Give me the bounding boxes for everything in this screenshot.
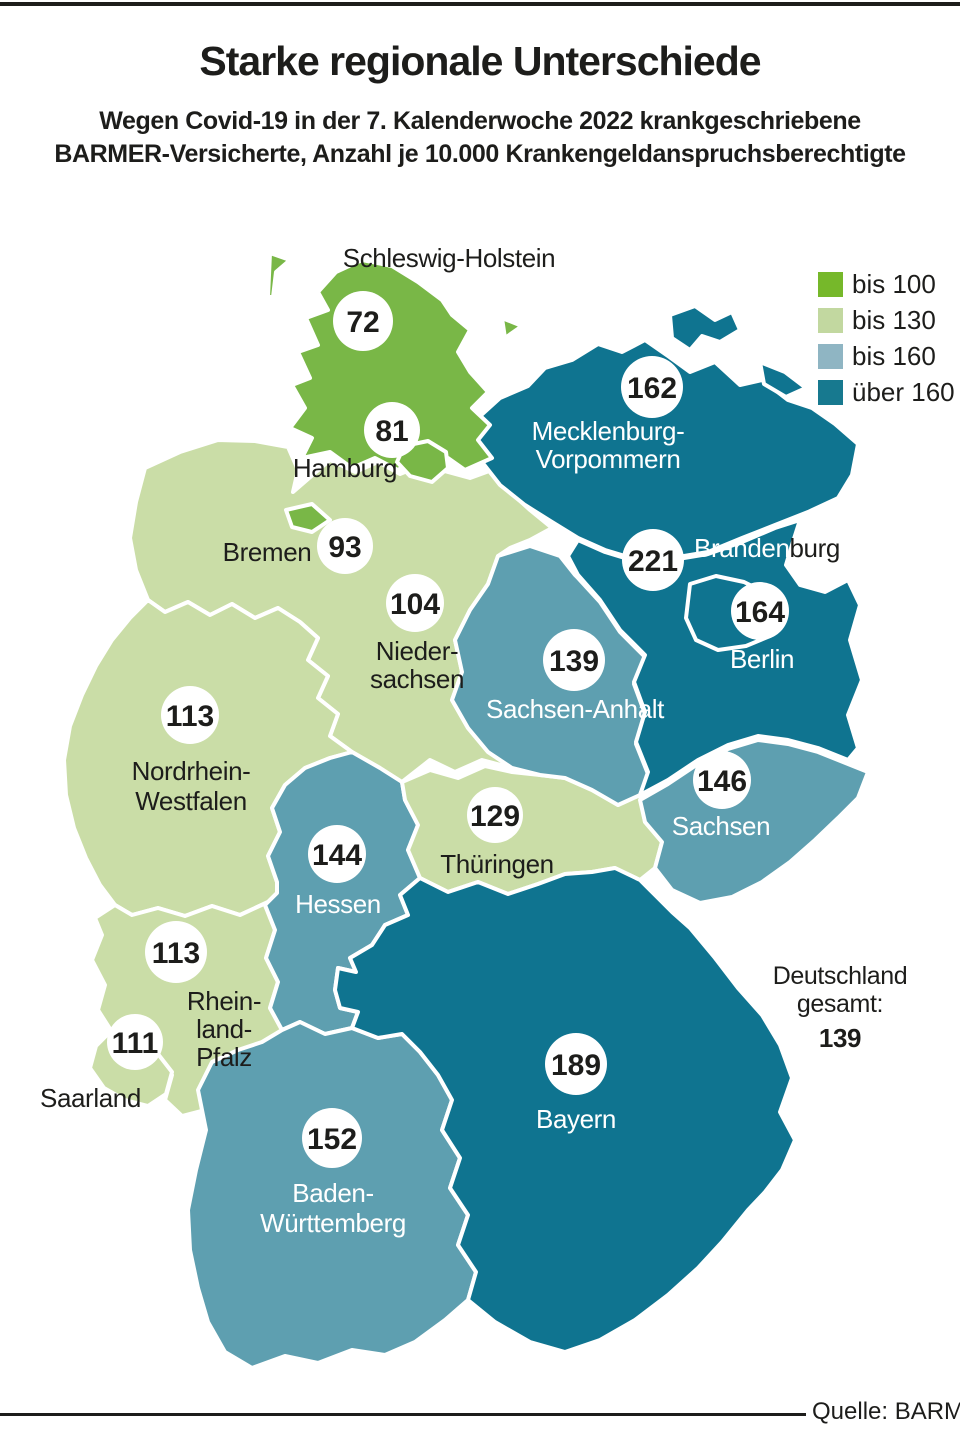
label-brandenburg-part2: burg <box>790 533 840 563</box>
subtitle-line-1: Wegen Covid-19 in der 7. Kalenderwoche 2… <box>99 107 861 136</box>
germany-total-line2: gesamt: <box>796 990 884 1018</box>
value-circle-sachsen-anhalt <box>543 629 605 691</box>
germany-total: Deutschland gesamt: 139 <box>755 962 925 1052</box>
legend: bis 100 bis 130 bis 160 über 160 <box>818 269 955 407</box>
label-mecklenburg-vorpommern-1: Mecklenburg- <box>532 416 685 446</box>
value-saarland: 111 <box>112 1027 159 1060</box>
legend-swatch-bis-160 <box>818 344 843 369</box>
source-rule <box>0 1413 806 1416</box>
value-circle-saarland <box>107 1014 163 1070</box>
value-circle-sachsen <box>693 751 751 809</box>
legend-swatch-ueber-160 <box>818 380 843 405</box>
value-circle-berlin <box>731 582 789 640</box>
page-title: Starke regionale Unterschiede <box>199 38 761 84</box>
label-rheinland-pfalz-2: land- <box>196 1014 252 1044</box>
label-berlin: Berlin <box>730 644 794 674</box>
label-mecklenburg-vorpommern-2: Vorpommern <box>536 444 681 474</box>
label-hessen: Hessen <box>295 889 381 919</box>
legend-swatch-bis-100 <box>818 272 843 297</box>
subtitle-line-2: BARMER-Versicherte, Anzahl je 10.000 Kra… <box>54 140 906 169</box>
value-schleswig-holstein: 72 <box>346 306 379 339</box>
state-shape-mecklenburg-vorpommern <box>466 338 860 562</box>
legend-swatch-bis-130 <box>818 308 843 333</box>
label-rheinland-pfalz-1: Rhein- <box>187 986 261 1016</box>
germany-total-line1: Deutschland <box>772 962 908 990</box>
value-circle-brandenburg <box>622 529 684 591</box>
value-circle-hamburg <box>364 402 420 458</box>
subtitle: Wegen Covid-19 in der 7. Kalenderwoche 2… <box>0 105 960 171</box>
value-sachsen: 146 <box>697 765 747 798</box>
value-circles <box>107 291 789 1168</box>
island-ruegen <box>668 304 742 352</box>
state-shape-bayern <box>333 866 797 1354</box>
top-rule <box>0 2 960 6</box>
label-brandenburg-part1: Branden <box>694 533 790 563</box>
label-thueringen: Thüringen <box>440 849 553 879</box>
legend-label-bis-160: bis 160 <box>852 341 936 371</box>
value-circle-baden-wuerttemberg <box>302 1108 362 1168</box>
label-sachsen: Sachsen <box>672 811 770 841</box>
legend-label-ueber-160: über 160 <box>852 377 955 407</box>
island-nordfriesland <box>266 251 292 299</box>
label-schleswig-holstein: Schleswig-Holstein <box>343 243 555 273</box>
label-nordrhein-westfalen-1: Nordrhein- <box>132 756 251 786</box>
value-numbers: 72 81 93 162 221 164 104 139 113 146 129… <box>112 306 786 1156</box>
value-baden-wuerttemberg: 152 <box>307 1123 357 1156</box>
value-mecklenburg-vorpommern: 162 <box>627 372 677 405</box>
island-usedom <box>758 360 808 399</box>
label-hamburg: Hamburg <box>293 453 397 483</box>
value-bremen: 93 <box>328 531 361 564</box>
value-circle-bayern <box>545 1033 607 1095</box>
label-bremen: Bremen <box>223 537 312 567</box>
island-fehmarn <box>500 316 524 340</box>
value-hamburg: 81 <box>375 415 408 448</box>
state-shape-bremen <box>284 502 332 534</box>
legend-label-bis-130: bis 130 <box>852 305 936 335</box>
value-bayern: 189 <box>551 1049 601 1082</box>
value-niedersachsen: 104 <box>390 588 440 621</box>
value-sachsen-anhalt: 139 <box>549 645 599 678</box>
header: Starke regionale Unterschiede Wegen Covi… <box>0 38 960 171</box>
value-circle-niedersachsen <box>386 574 444 632</box>
value-hessen: 144 <box>312 839 362 872</box>
value-brandenburg: 221 <box>628 545 678 578</box>
label-saarland: Saarland <box>40 1083 141 1113</box>
value-berlin: 164 <box>735 596 785 629</box>
value-circle-schleswig-holstein <box>333 291 393 351</box>
value-circle-bremen <box>317 518 373 574</box>
label-nordrhein-westfalen-2: Westfalen <box>135 786 247 816</box>
label-brandenburg: Brandenburg <box>694 533 840 563</box>
source-label: Quelle: BARMER <box>812 1398 960 1425</box>
value-circle-rheinland-pfalz <box>145 921 207 983</box>
value-thueringen: 129 <box>470 800 520 833</box>
value-rheinland-pfalz: 113 <box>152 937 200 970</box>
label-bayern: Bayern <box>536 1104 616 1134</box>
label-baden-wuerttemberg-1: Baden- <box>292 1178 373 1208</box>
label-niedersachsen-1: Nieder- <box>376 636 458 666</box>
label-baden-wuerttemberg-2: Württemberg <box>260 1208 406 1238</box>
value-circle-thueringen <box>467 787 523 843</box>
legend-label-bis-100: bis 100 <box>852 269 936 299</box>
value-circle-nordrhein-westfalen <box>161 686 219 744</box>
label-sachsen-anhalt: Sachsen-Anhalt <box>486 694 665 724</box>
value-circle-hessen <box>308 825 366 883</box>
label-rheinland-pfalz-3: Pfalz <box>196 1042 252 1072</box>
value-circle-mecklenburg-vorpommern <box>621 356 683 418</box>
label-niedersachsen-2: sachsen <box>370 664 464 694</box>
value-nordrhein-westfalen: 113 <box>166 700 214 733</box>
germany-total-value: 139 <box>818 1023 862 1053</box>
